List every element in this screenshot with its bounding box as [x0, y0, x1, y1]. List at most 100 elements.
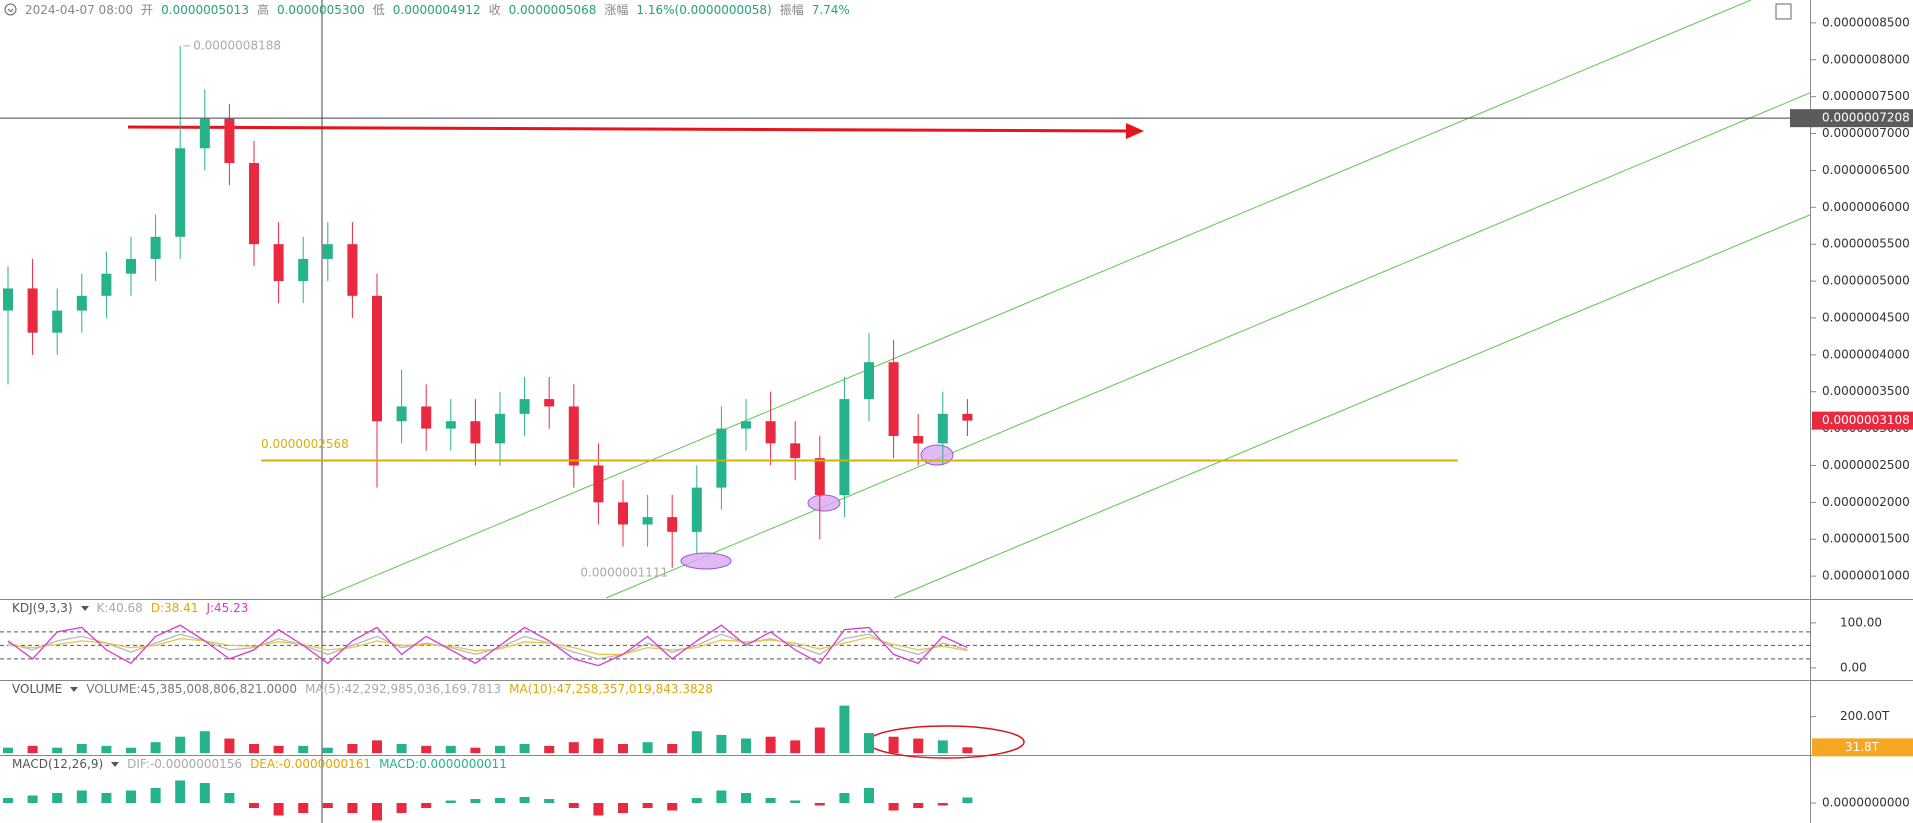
candle-body	[175, 148, 186, 237]
candle-body	[741, 421, 751, 429]
readout: MACD:0.0000000011	[379, 757, 507, 771]
bar	[642, 803, 653, 808]
candle-body	[814, 458, 825, 495]
bar	[3, 747, 13, 754]
candle-body	[913, 435, 924, 444]
bar	[199, 783, 210, 803]
candle-body	[273, 244, 284, 282]
y-tick-label: 100.00	[1840, 615, 1882, 629]
bar	[691, 798, 702, 803]
candle-body	[864, 362, 874, 400]
min-label: 0.0000001111	[580, 565, 668, 579]
indicator-line	[7, 633, 968, 660]
readout: DIF:-0.0000000156	[127, 757, 243, 771]
candle-body	[249, 163, 259, 245]
bar	[27, 745, 38, 754]
bar	[642, 742, 653, 754]
candle-body	[716, 428, 727, 488]
visibility-icon[interactable]	[4, 3, 17, 16]
bar	[618, 803, 628, 813]
readout: MA(5):42,292,985,036,169.7813	[305, 682, 502, 696]
indicator-line	[7, 636, 968, 656]
candle-body	[27, 288, 38, 333]
bar	[3, 798, 13, 803]
bar	[445, 745, 456, 754]
bar	[273, 745, 284, 754]
y-tick-label: 0.0000003500	[1822, 384, 1910, 398]
bar	[814, 727, 825, 754]
y-tick-label: 0.0000008500	[1822, 15, 1910, 29]
bar	[470, 747, 481, 754]
highlight	[807, 494, 841, 512]
header: 2024-04-07 08:00 开 0.0000005013 高 0.0000005…	[4, 1, 850, 18]
bar	[765, 798, 776, 803]
bar	[76, 790, 87, 803]
arrow-head	[1126, 123, 1144, 139]
kdj-readout: KDJ(9,3,3) K:40.68 D:38.41 J:45.23	[12, 601, 248, 615]
field-value: 7.74%	[811, 2, 850, 17]
bar	[765, 736, 776, 754]
y-tick-label: 0.0000006500	[1822, 163, 1910, 177]
y-tick-label: 0.0000004000	[1822, 347, 1910, 361]
y-tick-label: 0.0000007500	[1822, 89, 1910, 103]
dropdown[interactable]	[80, 605, 89, 611]
bar	[396, 744, 407, 754]
candle-body	[322, 244, 333, 259]
field-label: 振幅	[779, 3, 804, 17]
bar	[298, 745, 309, 754]
candle-body	[101, 273, 112, 296]
y-tick-label: 0.0000008000	[1822, 52, 1910, 66]
y-tick-label: 0.0000000000	[1822, 796, 1910, 810]
bar	[888, 736, 899, 754]
bar	[937, 740, 948, 754]
candle-body	[691, 487, 702, 532]
bar	[52, 793, 63, 803]
bar	[839, 705, 850, 754]
bar	[593, 738, 604, 754]
bar	[249, 803, 259, 808]
bar	[396, 803, 407, 813]
field-value: 1.16%(0.0000000058)	[636, 2, 772, 17]
bar	[519, 744, 530, 754]
bar	[470, 799, 481, 803]
candle-body	[396, 406, 407, 422]
bar	[249, 744, 259, 754]
candle-body	[495, 413, 505, 444]
field-label: 开	[141, 3, 154, 17]
last-price-value: 0.0000003108	[1822, 413, 1910, 427]
y-tick-label: 0.0000001500	[1822, 532, 1910, 546]
bar	[347, 744, 358, 754]
bar	[101, 793, 112, 803]
candle-body	[421, 406, 432, 429]
readout: VOLUME:45,385,008,806,821.0000	[86, 682, 298, 696]
bar	[667, 744, 678, 754]
candle-body	[667, 517, 678, 532]
dropdown[interactable]	[111, 761, 120, 767]
readout: D:38.41	[150, 601, 199, 615]
readout: DEA:-0.0000000161	[250, 757, 372, 771]
candle-body	[568, 406, 579, 466]
candle-body	[962, 413, 973, 421]
fullscreen-button[interactable]	[1775, 3, 1792, 20]
candle-body	[76, 295, 87, 311]
bar	[101, 745, 112, 754]
bar	[568, 742, 579, 754]
volume-readout: VOLUME VOLUME:45,385,008,806,821.0000 MA(5…	[12, 682, 713, 696]
candle-body	[519, 399, 530, 414]
last-volume-tag	[1812, 738, 1913, 757]
bar	[913, 803, 924, 808]
max-label: 0.0000008188	[193, 38, 281, 52]
field-value: 0.0000004912	[392, 2, 481, 17]
dropdown[interactable]	[70, 686, 79, 692]
indicator-name: MACD(12,26,9)	[12, 757, 104, 771]
bar	[741, 793, 751, 803]
bar	[864, 788, 874, 803]
macd-readout: MACD(12,26,9) DIF:-0.0000000156 DEA:-0.000…	[12, 757, 507, 771]
bar	[421, 803, 432, 808]
bar	[716, 790, 727, 803]
candle-body	[618, 502, 628, 525]
candle-body	[937, 413, 948, 444]
bar	[667, 803, 678, 811]
candle-body	[126, 258, 136, 274]
